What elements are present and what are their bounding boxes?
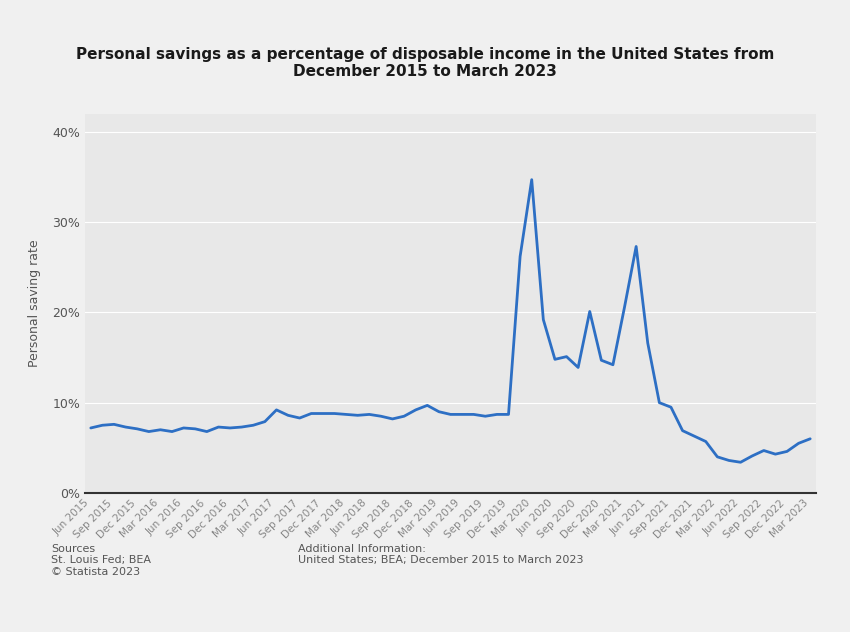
Text: Personal savings as a percentage of disposable income in the United States from
: Personal savings as a percentage of disp… [76, 47, 774, 79]
Text: Additional Information:
United States; BEA; December 2015 to March 2023: Additional Information: United States; B… [298, 544, 583, 565]
Text: Sources
St. Louis Fed; BEA
© Statista 2023: Sources St. Louis Fed; BEA © Statista 20… [51, 544, 151, 577]
Y-axis label: Personal saving rate: Personal saving rate [28, 240, 41, 367]
